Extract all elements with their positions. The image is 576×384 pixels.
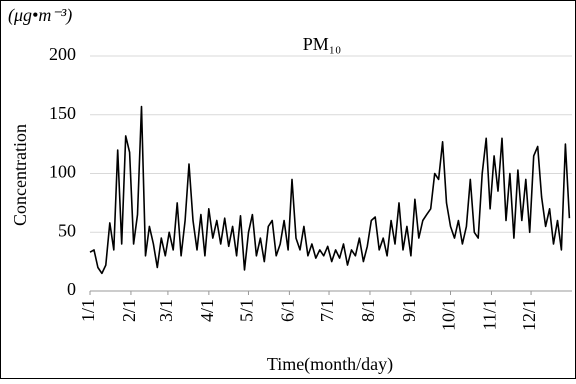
x-tick-label: 1/1 bbox=[78, 299, 98, 322]
y-tick-label: 100 bbox=[49, 162, 76, 182]
unit-label: (μg•m⁻³) bbox=[8, 5, 72, 26]
x-axis-label: Time(month/day) bbox=[267, 354, 393, 375]
y-tick-label: 0 bbox=[67, 279, 76, 299]
x-tick-label: 9/1 bbox=[399, 299, 419, 322]
x-tick-label: 8/1 bbox=[358, 299, 378, 322]
y-tick-label: 150 bbox=[49, 103, 76, 123]
x-tick-label: 2/1 bbox=[119, 299, 139, 322]
y-axis-label: Concentration bbox=[10, 124, 30, 226]
y-tick-label: 50 bbox=[58, 220, 76, 240]
x-tick-label: 10/1 bbox=[439, 299, 459, 331]
y-tick-label: 200 bbox=[49, 44, 76, 64]
x-tick-label: 3/1 bbox=[156, 299, 176, 322]
x-tick-label: 4/1 bbox=[197, 299, 217, 322]
x-tick-label: 11/1 bbox=[480, 299, 500, 330]
x-tick-label: 12/1 bbox=[519, 299, 539, 331]
x-tick-label: 6/1 bbox=[278, 299, 298, 322]
x-tick-label: 5/1 bbox=[237, 299, 257, 322]
x-tick-label: 7/1 bbox=[317, 299, 337, 322]
chart-title: PM₁₀ bbox=[303, 34, 342, 54]
line-series bbox=[89, 105, 571, 275]
